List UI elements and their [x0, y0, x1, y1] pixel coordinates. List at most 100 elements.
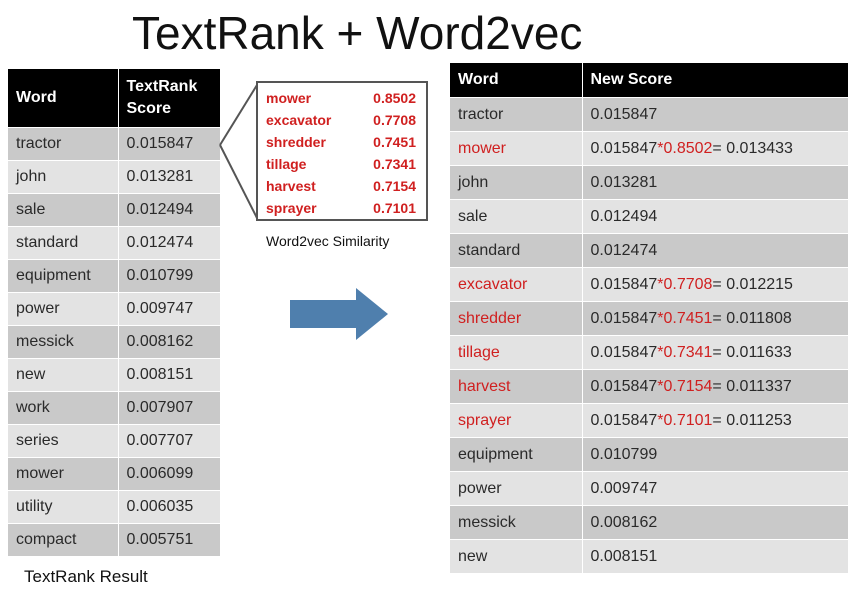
- newscore-word-cell: shredder: [450, 301, 583, 336]
- newscore-word-cell: sale: [450, 199, 583, 234]
- table-row: messick 0.008162: [8, 325, 221, 359]
- multiply-sign: *: [657, 309, 664, 327]
- textrank-score-cell: 0.008151: [118, 358, 221, 392]
- newscore-score-cell: 0.008151: [582, 539, 849, 573]
- similarity-value: 0.8502: [373, 90, 416, 106]
- newscore-word-cell: equipment: [450, 437, 583, 472]
- textrank-score-cell: 0.015847: [118, 127, 221, 161]
- textrank-word-cell: sale: [8, 193, 119, 227]
- result-score: = 0.011337: [712, 377, 792, 395]
- textrank-word-cell: john: [8, 160, 119, 194]
- table-row: tractor 0.015847: [8, 127, 221, 161]
- textrank-score-cell: 0.012474: [118, 226, 221, 260]
- similarity-value: 0.7708: [373, 112, 416, 128]
- similarity-word: harvest: [266, 178, 316, 194]
- similarity-word: tillage: [266, 156, 307, 172]
- result-score: = 0.013433: [712, 139, 793, 157]
- table-row: excavator 0.015847*0.7708= 0.012215: [450, 267, 849, 302]
- textrank-word-cell: compact: [8, 523, 119, 556]
- multiply-sign: *: [657, 275, 664, 293]
- similarity-factor: 0.7708: [663, 275, 713, 293]
- table-row: sale 0.012494: [8, 193, 221, 227]
- textrank-score-cell: 0.013281: [118, 160, 221, 194]
- newscore-word-cell: sprayer: [450, 403, 583, 438]
- newscore-score-cell: 0.013281: [582, 165, 849, 200]
- newscore-word-cell: tillage: [450, 335, 583, 370]
- table-row: power 0.009747: [450, 471, 849, 506]
- textrank-word-cell: work: [8, 391, 119, 425]
- textrank-word-cell: mower: [8, 457, 119, 491]
- similarity-factor: 0.7101: [663, 411, 713, 429]
- table-row: new 0.008151: [450, 539, 849, 573]
- textrank-score-cell: 0.007707: [118, 424, 221, 458]
- newscore-word-cell: mower: [450, 131, 583, 166]
- multiply-sign: *: [657, 343, 664, 361]
- textrank-header-word: Word: [8, 69, 119, 128]
- similarity-row: excavator 0.7708: [266, 109, 416, 131]
- textrank-word-cell: series: [8, 424, 119, 458]
- base-score: 0.015847: [590, 377, 658, 395]
- multiply-sign: *: [657, 377, 664, 395]
- new-score-table: Word New Score tractor 0.015847 mower 0.015…: [450, 63, 849, 573]
- table-row: john 0.013281: [450, 165, 849, 200]
- newscore-score-cell: 0.015847*0.7101= 0.011253: [582, 403, 849, 438]
- textrank-word-cell: power: [8, 292, 119, 326]
- textrank-score-cell: 0.005751: [118, 523, 221, 556]
- textrank-score-cell: 0.010799: [118, 259, 221, 293]
- callout-line-upper: [219, 84, 258, 146]
- newscore-score-cell: 0.015847*0.8502= 0.013433: [582, 131, 849, 166]
- similarity-word: excavator: [266, 112, 332, 128]
- table-row: sale 0.012494: [450, 199, 849, 234]
- similarity-row: mower 0.8502: [266, 87, 416, 109]
- table-row: equipment 0.010799: [450, 437, 849, 472]
- result-score: = 0.011253: [712, 411, 792, 429]
- newscore-word-cell: john: [450, 165, 583, 200]
- textrank-header-score-line2: Score: [126, 100, 171, 117]
- similarity-word: mower: [266, 90, 312, 106]
- table-row: tractor 0.015847: [450, 97, 849, 132]
- table-row: mower 0.015847*0.8502= 0.013433: [450, 131, 849, 166]
- table-row: standard 0.012474: [8, 226, 221, 260]
- newscore-word-cell: power: [450, 471, 583, 506]
- table-row: john 0.013281: [8, 160, 221, 194]
- result-score: = 0.011808: [712, 309, 792, 327]
- similarity-value: 0.7101: [373, 200, 416, 216]
- callout-line-lower: [219, 144, 258, 219]
- slide-title: TextRank + Word2vec: [132, 7, 583, 59]
- table-row: power 0.009747: [8, 292, 221, 326]
- table-row: tillage 0.015847*0.7341= 0.011633: [450, 335, 849, 370]
- textrank-table: Word TextRank Score tractor 0.015847 john 0…: [8, 69, 221, 556]
- similarity-caption: Word2vec Similarity: [266, 233, 390, 249]
- similarity-factor: 0.8502: [663, 139, 713, 157]
- textrank-score-cell: 0.006035: [118, 490, 221, 524]
- textrank-word-cell: new: [8, 358, 119, 392]
- newscore-score-cell: 0.012494: [582, 199, 849, 234]
- table-row: new 0.008151: [8, 358, 221, 392]
- table-row: messick 0.008162: [450, 505, 849, 540]
- table-row: harvest 0.015847*0.7154= 0.011337: [450, 369, 849, 404]
- similarity-word: shredder: [266, 134, 326, 150]
- result-score: = 0.012215: [712, 275, 793, 293]
- table-row: equipment 0.010799: [8, 259, 221, 293]
- textrank-score-cell: 0.007907: [118, 391, 221, 425]
- newscore-score-cell: 0.015847*0.7341= 0.011633: [582, 335, 849, 370]
- newscore-score-cell: 0.015847: [582, 97, 849, 132]
- table-row: work 0.007907: [8, 391, 221, 425]
- newscore-header-word: Word: [450, 63, 583, 98]
- table-row: shredder 0.015847*0.7451= 0.011808: [450, 301, 849, 336]
- newscore-score-cell: 0.015847*0.7154= 0.011337: [582, 369, 849, 404]
- newscore-score-cell: 0.010799: [582, 437, 849, 472]
- table-row: series 0.007707: [8, 424, 221, 458]
- textrank-header-score-line1: TextRank: [126, 78, 198, 95]
- textrank-score-cell: 0.009747: [118, 292, 221, 326]
- textrank-word-cell: equipment: [8, 259, 119, 293]
- base-score: 0.015847: [590, 411, 658, 429]
- textrank-word-cell: messick: [8, 325, 119, 359]
- base-score: 0.015847: [590, 139, 658, 157]
- similarity-row: tillage 0.7341: [266, 153, 416, 175]
- textrank-word-cell: standard: [8, 226, 119, 260]
- newscore-header-score: New Score: [582, 63, 849, 98]
- newscore-score-cell: 0.015847*0.7451= 0.011808: [582, 301, 849, 336]
- newscore-score-cell: 0.008162: [582, 505, 849, 540]
- similarity-value: 0.7154: [373, 178, 416, 194]
